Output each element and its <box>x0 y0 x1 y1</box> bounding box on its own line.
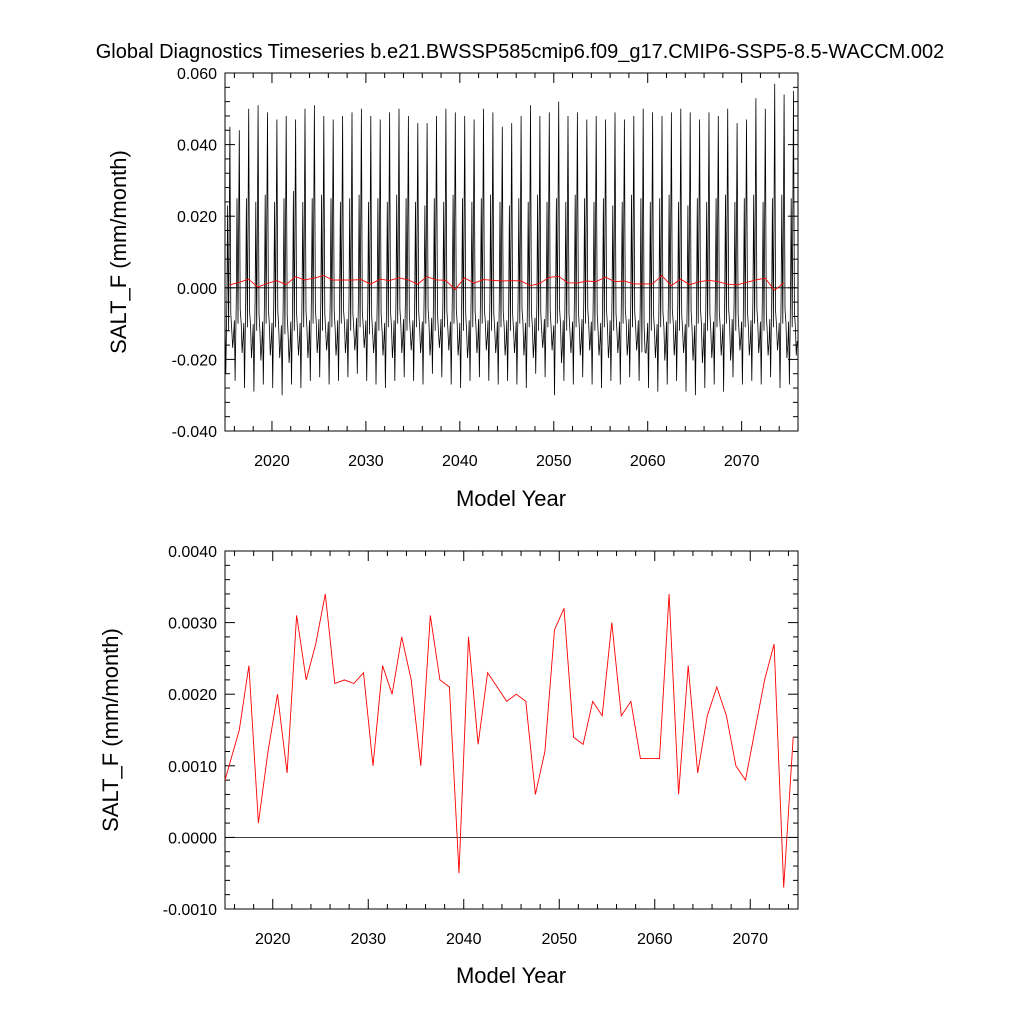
x-tick-label: 2020 <box>254 453 290 470</box>
y-tick-label: -0.040 <box>172 424 217 441</box>
top-x-axis-title: Model Year <box>456 486 566 511</box>
y-tick-label: 0.0030 <box>168 616 217 633</box>
y-tick-label: 0.040 <box>177 138 217 155</box>
bottom-annual-mean-series-line <box>224 593 794 888</box>
top-y-axis-title: SALT_F (mm/month) <box>106 150 131 354</box>
bottom-plot-frame <box>224 550 799 910</box>
bottom-x-axis-title: Model Year <box>456 963 566 988</box>
x-tick-label: 2020 <box>255 931 291 948</box>
x-tick-label: 2060 <box>637 931 673 948</box>
x-tick-label: 2040 <box>442 453 478 470</box>
x-tick-label: 2040 <box>446 931 482 948</box>
bottom-axis-ticks <box>225 550 798 910</box>
x-tick-label: 2050 <box>541 931 577 948</box>
bottom-y-axis-title: SALT_F (mm/month) <box>98 628 123 832</box>
y-tick-label: 0.0020 <box>168 687 217 704</box>
y-tick-label: 0.020 <box>177 209 217 226</box>
x-tick-label: 2060 <box>630 453 666 470</box>
y-tick-label: 0.0040 <box>168 544 217 561</box>
x-tick-label: 2030 <box>350 931 386 948</box>
y-tick-label: -0.020 <box>172 352 217 369</box>
y-tick-label: 0.060 <box>177 66 217 83</box>
x-tick-label: 2070 <box>724 453 760 470</box>
top-x-tick-labels: 2020 2030 2040 2050 2060 2070 <box>254 453 759 470</box>
top-annual-mean-series-line <box>229 274 785 291</box>
y-tick-label: -0.0010 <box>163 902 217 919</box>
top-chart-panel: -0.040 -0.020 0.000 0.020 0.040 0.060 2020 203… <box>106 66 799 511</box>
top-monthly-series-line <box>224 83 798 396</box>
y-tick-label: 0.0010 <box>168 759 217 776</box>
bottom-chart-panel: -0.0010 0.0000 0.0010 0.0020 0.0030 0.0040 20… <box>98 544 799 988</box>
top-y-tick-labels: -0.040 -0.020 0.000 0.020 0.040 0.060 <box>172 66 217 441</box>
x-tick-label: 2070 <box>732 931 768 948</box>
bottom-x-tick-labels: 2020 2030 2040 2050 2060 2070 <box>255 931 768 948</box>
bottom-y-tick-labels: -0.0010 0.0000 0.0010 0.0020 0.0030 0.0040 <box>163 544 217 919</box>
y-tick-label: 0.0000 <box>168 830 217 847</box>
top-plot-frame <box>224 72 799 432</box>
figure-title: Global Diagnostics Timeseries b.e21.BWSS… <box>96 41 945 63</box>
x-tick-label: 2030 <box>348 453 384 470</box>
y-tick-label: 0.000 <box>177 281 217 298</box>
x-tick-label: 2050 <box>536 453 572 470</box>
